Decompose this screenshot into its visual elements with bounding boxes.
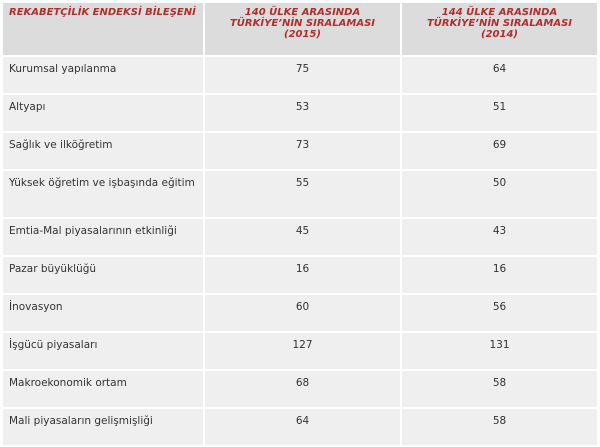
rank-cell: 43 bbox=[400, 217, 599, 257]
header-cell: 144 ÜLKE ARASINDA TÜRKİYE’NİN SIRALAMASI… bbox=[400, 1, 599, 57]
rank-cell: 64 bbox=[203, 407, 402, 447]
table-row: İşgücü piyasaları 127 131 bbox=[1, 331, 599, 371]
component-cell: Mali piyasaların gelişmişliği bbox=[1, 407, 205, 447]
rank-cell: 64 bbox=[400, 55, 599, 95]
rank-cell: 16 bbox=[400, 255, 599, 295]
header-row: REKABETÇİLİK ENDEKSİ BİLEŞENİ 140 ÜLKE AR… bbox=[1, 1, 599, 57]
component-cell: Sağlık ve ilköğretim bbox=[1, 131, 205, 171]
component-cell: Makroekonomik ortam bbox=[1, 369, 205, 409]
rank-cell: 53 bbox=[203, 93, 402, 133]
rank-cell: 51 bbox=[400, 93, 599, 133]
rank-cell: 75 bbox=[203, 55, 402, 95]
rank-cell: 55 bbox=[203, 169, 402, 219]
table-row: Emtia-Mal piyasalarının etkinliği 45 43 bbox=[1, 217, 599, 257]
component-cell: Altyapı bbox=[1, 93, 205, 133]
rank-cell: 16 bbox=[203, 255, 402, 295]
rank-cell: 45 bbox=[203, 217, 402, 257]
component-cell: Pazar büyüklüğü bbox=[1, 255, 205, 295]
rank-cell: 50 bbox=[400, 169, 599, 219]
table-body: Kurumsal yapılanma 75 64 Altyapı 53 51 Sağlık … bbox=[1, 55, 599, 447]
rank-cell: 68 bbox=[203, 369, 402, 409]
table-row: Yüksek öğretim ve işbaşında eğitim 55 50 bbox=[1, 169, 599, 219]
table-row: Sağlık ve ilköğretim 73 69 bbox=[1, 131, 599, 171]
table-row: Altyapı 53 51 bbox=[1, 93, 599, 133]
table-row: Makroekonomik ortam 68 58 bbox=[1, 369, 599, 409]
component-cell: Yüksek öğretim ve işbaşında eğitim bbox=[1, 169, 205, 219]
rank-cell: 127 bbox=[203, 331, 402, 371]
table-row: İnovasyon 60 56 bbox=[1, 293, 599, 333]
component-cell: İnovasyon bbox=[1, 293, 205, 333]
rank-cell: 60 bbox=[203, 293, 402, 333]
header-cell: REKABETÇİLİK ENDEKSİ BİLEŞENİ bbox=[1, 1, 205, 57]
component-cell: İşgücü piyasaları bbox=[1, 331, 205, 371]
component-cell: Emtia-Mal piyasalarının etkinliği bbox=[1, 217, 205, 257]
table-row: Kurumsal yapılanma 75 64 bbox=[1, 55, 599, 95]
rank-cell: 73 bbox=[203, 131, 402, 171]
rank-cell: 69 bbox=[400, 131, 599, 171]
rank-cell: 58 bbox=[400, 407, 599, 447]
table-row: Pazar büyüklüğü 16 16 bbox=[1, 255, 599, 295]
component-cell: Kurumsal yapılanma bbox=[1, 55, 205, 95]
table-row: Mali piyasaların gelişmişliği 64 58 bbox=[1, 407, 599, 447]
rank-cell: 58 bbox=[400, 369, 599, 409]
header-cell: 140 ÜLKE ARASINDA TÜRKİYE’NİN SIRALAMASI… bbox=[203, 1, 402, 57]
table-header: REKABETÇİLİK ENDEKSİ BİLEŞENİ 140 ÜLKE AR… bbox=[1, 1, 599, 57]
rank-cell: 131 bbox=[400, 331, 599, 371]
rank-cell: 56 bbox=[400, 293, 599, 333]
